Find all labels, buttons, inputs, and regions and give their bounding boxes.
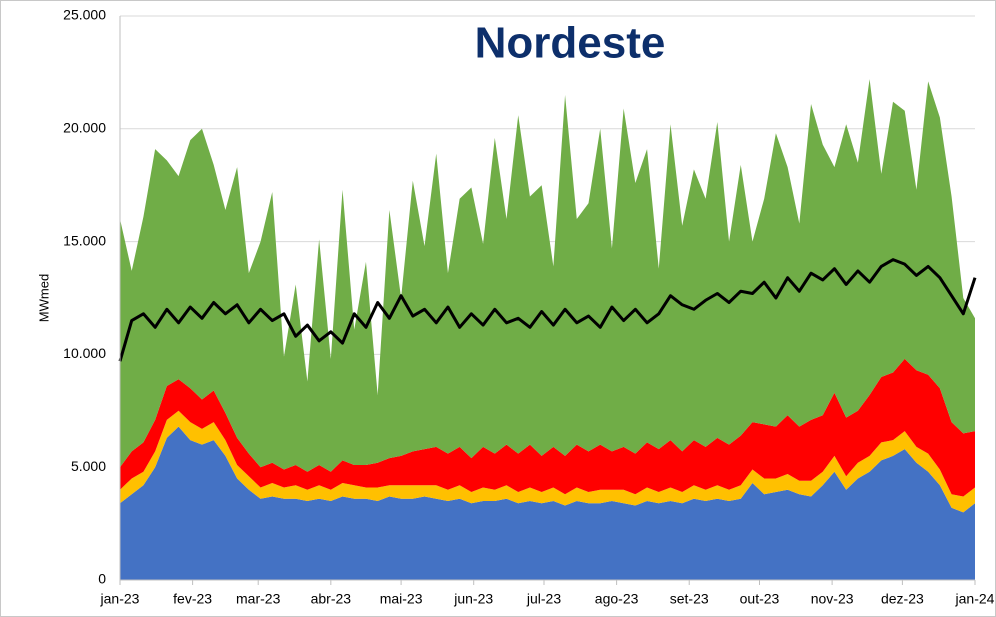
area bbox=[120, 426, 975, 580]
y-tick-label: 20.000 bbox=[63, 120, 106, 136]
area bbox=[120, 410, 975, 513]
x-tick-label: abr-23 bbox=[311, 591, 352, 607]
x-tick-label: nov-23 bbox=[811, 591, 854, 607]
line bbox=[118, 258, 977, 362]
chart-title: Nordeste bbox=[475, 19, 666, 68]
y-tick-label: 25.000 bbox=[63, 7, 106, 23]
x-tick-label: mar-23 bbox=[236, 591, 281, 607]
x-tick-label: jan-24 bbox=[955, 591, 995, 607]
x-tick-label: mai-23 bbox=[380, 591, 423, 607]
x-tick-label: jun-23 bbox=[453, 591, 493, 607]
area bbox=[120, 79, 975, 472]
y-tick-label: 0 bbox=[98, 571, 106, 587]
y-axis-label: MWmed bbox=[36, 274, 51, 322]
x-tick-label: set-23 bbox=[670, 591, 709, 607]
y-tick-label: 5.000 bbox=[71, 458, 106, 474]
x-tick-label: ago-23 bbox=[595, 591, 639, 607]
x-tick-label: out-23 bbox=[740, 591, 780, 607]
x-tick-label: jul-23 bbox=[526, 591, 561, 607]
y-tick-label: 10.000 bbox=[63, 345, 106, 361]
x-tick-label: fev-23 bbox=[173, 591, 212, 607]
area bbox=[120, 358, 975, 497]
y-tick-label: 15.000 bbox=[63, 232, 106, 248]
x-tick-label: dez-23 bbox=[881, 591, 924, 607]
x-tick-label: jan-23 bbox=[100, 591, 140, 607]
